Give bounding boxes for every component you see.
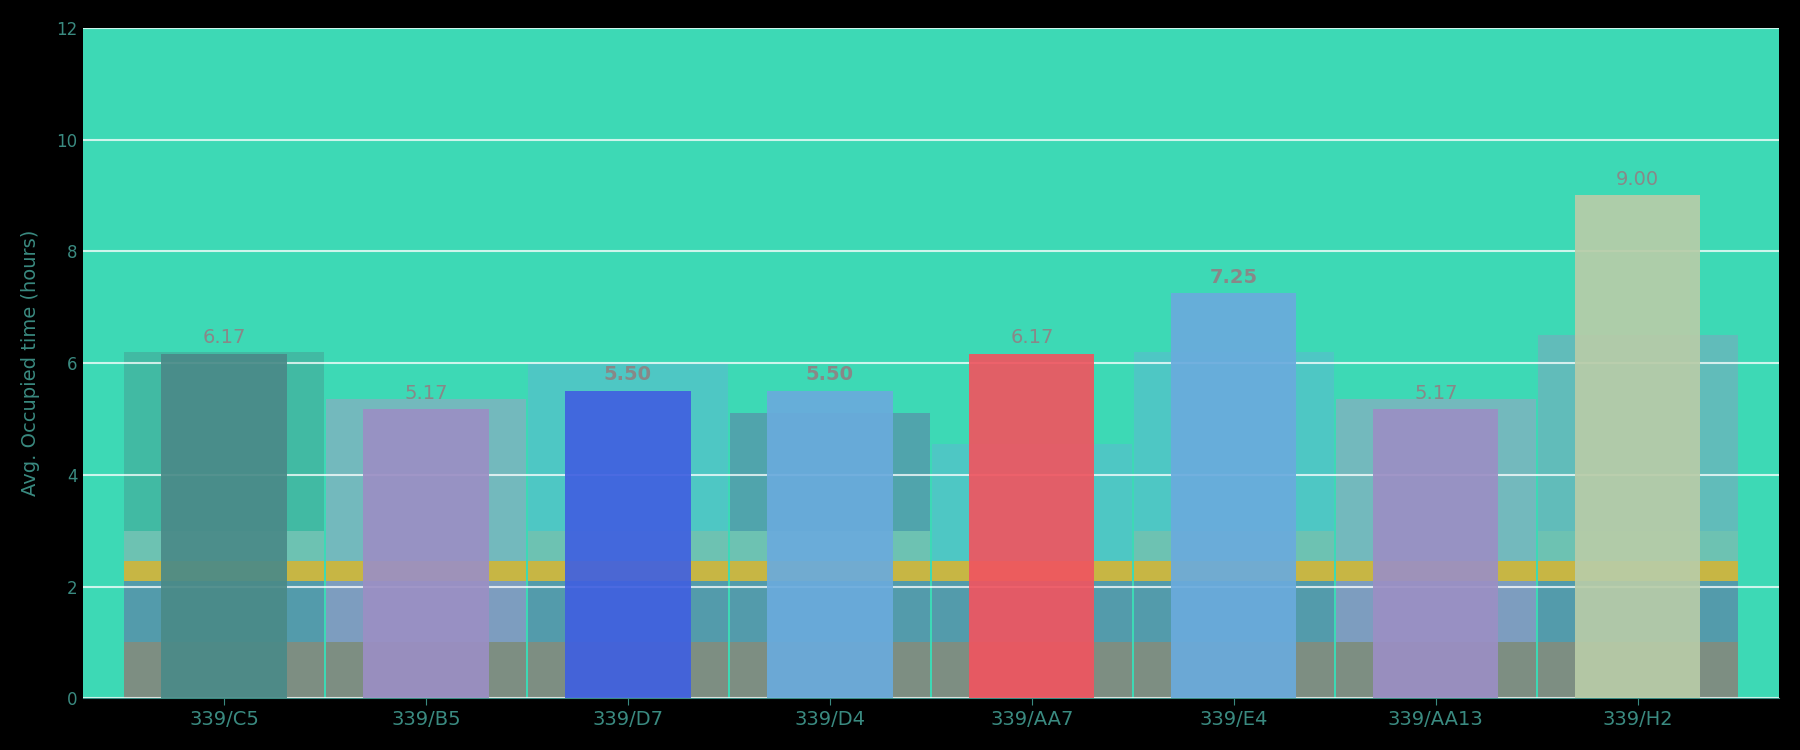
Bar xyxy=(1537,643,1739,698)
Text: 5.17: 5.17 xyxy=(405,384,448,403)
Bar xyxy=(1134,643,1334,698)
Bar xyxy=(729,643,931,698)
Bar xyxy=(1134,531,1334,562)
Bar xyxy=(527,531,729,562)
Bar xyxy=(326,562,526,581)
Bar xyxy=(527,643,729,698)
Bar xyxy=(1172,293,1296,698)
Bar xyxy=(932,581,1132,643)
Bar xyxy=(565,391,691,698)
Bar xyxy=(1537,562,1739,581)
Bar xyxy=(527,562,729,581)
Bar xyxy=(729,531,931,562)
Bar xyxy=(968,353,1094,698)
Bar xyxy=(124,581,324,643)
Bar xyxy=(729,413,931,531)
Bar xyxy=(932,444,1132,562)
Bar xyxy=(326,643,526,698)
Bar xyxy=(326,581,526,643)
Bar xyxy=(932,643,1132,698)
Text: 5.50: 5.50 xyxy=(806,365,853,384)
Bar xyxy=(1575,196,1701,698)
Bar xyxy=(1537,335,1739,531)
Text: 6.17: 6.17 xyxy=(202,328,245,347)
Bar xyxy=(326,400,526,562)
Text: 5.17: 5.17 xyxy=(1415,384,1458,403)
Text: 5.50: 5.50 xyxy=(605,365,652,384)
Bar xyxy=(1336,643,1535,698)
Text: 9.00: 9.00 xyxy=(1616,170,1660,189)
Bar xyxy=(124,643,324,698)
Bar xyxy=(1336,400,1535,562)
Bar xyxy=(124,531,324,562)
Bar xyxy=(1537,581,1739,643)
Bar xyxy=(1336,562,1535,581)
Bar xyxy=(364,410,488,698)
Bar xyxy=(1134,581,1334,643)
Bar xyxy=(527,581,729,643)
Bar xyxy=(1336,581,1535,643)
Text: 7.25: 7.25 xyxy=(1210,268,1258,286)
Bar xyxy=(1373,410,1498,698)
Bar xyxy=(1537,531,1739,562)
Bar xyxy=(1134,352,1334,531)
Bar xyxy=(729,581,931,643)
Bar xyxy=(162,353,286,698)
Bar xyxy=(767,391,893,698)
Bar xyxy=(124,562,324,581)
Bar xyxy=(527,363,729,531)
Y-axis label: Avg. Occupied time (hours): Avg. Occupied time (hours) xyxy=(22,230,40,496)
Bar xyxy=(932,562,1132,581)
Bar xyxy=(729,562,931,581)
Bar xyxy=(1134,562,1334,581)
Bar xyxy=(124,352,324,531)
Text: 6.17: 6.17 xyxy=(1010,328,1053,347)
